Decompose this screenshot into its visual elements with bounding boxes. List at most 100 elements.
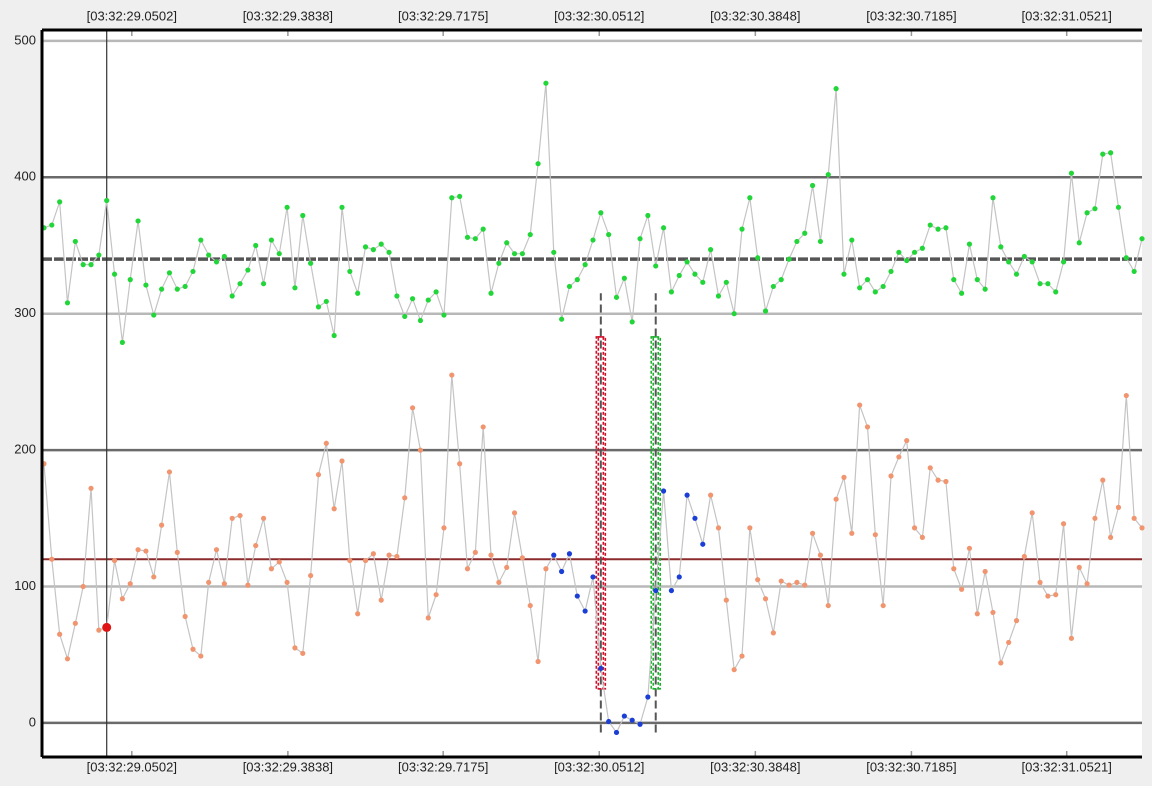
data-point: [331, 506, 337, 512]
cursor-dot: [102, 622, 112, 632]
data-point: [198, 653, 204, 659]
data-point: [990, 609, 996, 616]
data-point: [1084, 581, 1090, 587]
data-point: [833, 496, 839, 502]
data-point: [802, 582, 808, 588]
data-point: [747, 525, 753, 531]
data-point: [504, 240, 510, 246]
data-point: [559, 568, 565, 575]
data-point: [80, 262, 86, 268]
data-point: [770, 283, 776, 290]
data-point: [590, 237, 596, 243]
x-tick-label-top: [03:32:29.0502]: [87, 8, 177, 23]
data-point: [911, 525, 918, 531]
data-point: [778, 578, 784, 584]
data-point: [1084, 210, 1090, 216]
data-point: [1076, 240, 1082, 246]
data-point: [504, 564, 510, 571]
data-point: [864, 277, 871, 283]
data-point: [778, 277, 784, 283]
data-point: [817, 238, 824, 245]
data-point: [457, 193, 463, 200]
data-point: [551, 249, 557, 255]
data-point: [684, 492, 690, 498]
data-point: [1131, 515, 1137, 521]
data-point: [982, 286, 988, 292]
marker-box: [597, 336, 605, 690]
y-tick-label: 500: [14, 32, 36, 47]
data-point: [1115, 204, 1122, 210]
data-point: [433, 592, 439, 598]
data-point: [268, 566, 275, 572]
data-point: [723, 279, 729, 285]
data-point: [480, 424, 486, 430]
data-point: [1013, 618, 1020, 624]
data-point: [927, 222, 933, 228]
data-point: [708, 247, 714, 253]
data-point: [872, 289, 878, 295]
data-point: [339, 204, 345, 210]
data-point: [441, 525, 447, 531]
data-point: [417, 447, 424, 453]
data-point: [362, 557, 369, 564]
data-point: [723, 597, 729, 603]
data-point: [559, 316, 565, 322]
data-point: [229, 293, 235, 299]
data-point: [457, 461, 463, 467]
marker-box: [652, 336, 660, 690]
data-point: [739, 653, 745, 659]
data-point: [1123, 255, 1129, 261]
x-tick-label: [03:32:30.3848]: [710, 759, 800, 774]
data-point: [433, 289, 439, 295]
data-point: [159, 522, 165, 528]
data-point: [904, 257, 910, 264]
data-point: [715, 293, 722, 299]
data-point: [323, 298, 329, 305]
data-point: [409, 405, 416, 411]
data-point: [574, 277, 580, 283]
data-point: [762, 308, 769, 314]
data-point: [80, 583, 86, 590]
y-tick-label: 100: [14, 578, 36, 593]
data-point: [1006, 639, 1012, 646]
data-point: [731, 311, 737, 317]
data-point: [1115, 504, 1122, 510]
data-point: [135, 547, 141, 553]
data-point: [386, 249, 392, 255]
data-point: [1060, 521, 1067, 527]
data-point: [700, 279, 706, 285]
data-point: [935, 477, 941, 483]
data-point: [96, 252, 102, 258]
data-point: [519, 251, 525, 257]
data-point: [606, 231, 612, 238]
data-point: [1029, 259, 1035, 265]
data-point: [378, 241, 384, 247]
data-point: [590, 574, 596, 580]
data-point: [998, 244, 1004, 250]
data-point: [57, 631, 63, 637]
data-point: [72, 620, 78, 626]
data-point: [292, 645, 298, 651]
data-point: [1131, 268, 1137, 275]
data-point: [417, 317, 424, 324]
data-point: [339, 458, 345, 464]
data-point: [190, 646, 196, 652]
data-point: [582, 608, 588, 614]
data-point: [253, 242, 259, 249]
data-point: [966, 241, 973, 247]
data-point: [551, 552, 557, 558]
data-point: [292, 285, 298, 291]
data-point: [425, 615, 431, 621]
data-point: [715, 525, 722, 531]
data-point: [809, 182, 816, 189]
data-point: [1123, 392, 1129, 399]
data-point: [833, 86, 839, 92]
data-point: [543, 80, 549, 86]
data-point: [527, 231, 533, 238]
x-tick-label-top: [03:32:31.0521]: [1022, 8, 1112, 23]
data-point: [229, 515, 235, 521]
x-tick-label-top: [03:32:30.3848]: [710, 8, 800, 23]
x-tick-label: [03:32:31.0521]: [1022, 759, 1112, 774]
data-point: [974, 611, 980, 617]
data-point: [425, 297, 431, 303]
